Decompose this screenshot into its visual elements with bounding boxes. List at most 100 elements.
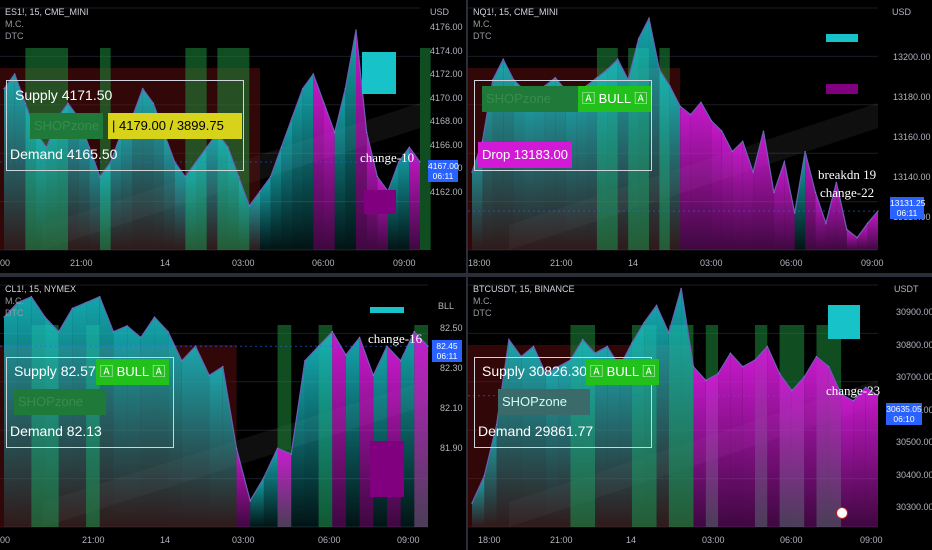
data-point bbox=[762, 130, 765, 132]
chart-canvas-cl[interactable] bbox=[0, 277, 466, 550]
area-segment bbox=[791, 377, 805, 527]
y-tick-label: 30800.00 bbox=[896, 339, 932, 350]
y-tick-label: 30700.00 bbox=[896, 372, 932, 382]
area-segment bbox=[732, 141, 743, 250]
x-tick-label: 03:00 bbox=[232, 535, 255, 545]
x-tick-label: 06:00 bbox=[312, 258, 335, 268]
area-segment bbox=[373, 346, 387, 527]
area-segment bbox=[773, 161, 785, 250]
x-tick-label: 21:00 bbox=[550, 535, 573, 545]
currency-unit: USDT bbox=[894, 284, 919, 294]
x-tick-label: 21:00 bbox=[82, 535, 105, 545]
data-point bbox=[791, 390, 793, 392]
zone-infobox bbox=[474, 80, 652, 171]
area-segment bbox=[263, 448, 278, 527]
data-point bbox=[235, 447, 238, 449]
area-segment bbox=[865, 387, 878, 527]
flag-icon[interactable] bbox=[836, 507, 848, 519]
data-point bbox=[248, 205, 250, 207]
x-tick-label: 09:00 bbox=[397, 535, 420, 545]
chart-panel-btc[interactable]: BTCUSDT, 15, BINANCE M.C. DTC USDT 30900.0… bbox=[468, 277, 932, 550]
supply-label: Supply 4171.50 bbox=[15, 87, 113, 103]
area-segment bbox=[313, 74, 324, 250]
area-segment bbox=[236, 448, 251, 527]
area-segment bbox=[291, 360, 305, 527]
x-tick-label: 09:00 bbox=[393, 258, 416, 268]
data-point bbox=[496, 424, 498, 426]
data-point bbox=[502, 58, 504, 60]
price-label: 82.45 06:11 bbox=[432, 340, 462, 362]
indicator-mc: M.C. bbox=[5, 19, 24, 29]
data-point bbox=[206, 146, 208, 148]
area-segment bbox=[168, 331, 182, 527]
data-point bbox=[655, 304, 658, 307]
area-segment bbox=[302, 74, 314, 250]
area-segment bbox=[277, 448, 292, 527]
data-point bbox=[648, 17, 650, 19]
data-point bbox=[3, 316, 5, 318]
data-point bbox=[263, 476, 265, 479]
supply-label: Supply 30826.30 bbox=[482, 363, 588, 379]
y-tick-label: 13140.00 bbox=[893, 172, 931, 182]
data-point bbox=[290, 453, 292, 455]
x-tick-label: 14 bbox=[626, 535, 637, 545]
chart-canvas-es[interactable] bbox=[0, 0, 466, 273]
data-point bbox=[778, 373, 781, 375]
currency-unit: USD bbox=[430, 7, 450, 17]
area-segment bbox=[334, 88, 346, 251]
area-segment bbox=[825, 182, 837, 250]
symbol-title: NQ1!, 15, CME_MINI bbox=[473, 7, 559, 17]
area-segment bbox=[841, 394, 854, 527]
area-segment bbox=[228, 147, 239, 250]
indicator-dtc: DTC bbox=[5, 31, 24, 41]
shopzone-tag: SHOPzone bbox=[30, 113, 104, 139]
data-point bbox=[208, 374, 210, 376]
bull-tag: 🄰 BULL 🄰 bbox=[586, 359, 660, 385]
data-point bbox=[376, 176, 378, 178]
data-point bbox=[46, 146, 48, 148]
area-segment bbox=[730, 353, 743, 527]
x-tick-label: 00 bbox=[0, 258, 11, 268]
bull-tag: 🄰 BULL 🄰 bbox=[96, 359, 170, 385]
chart-panel-nq[interactable]: NQ1!, 15, CME_MINI M.C. DTC USD 13200.00 13… bbox=[468, 0, 932, 273]
price-label: 13131.25 06:11 bbox=[890, 197, 926, 219]
area-segment bbox=[779, 373, 792, 527]
data-point bbox=[85, 301, 87, 304]
data-point bbox=[752, 171, 754, 173]
chart-canvas-btc[interactable] bbox=[468, 277, 932, 550]
data-point bbox=[658, 68, 660, 71]
area-segment bbox=[121, 118, 132, 250]
area-segment bbox=[25, 103, 36, 250]
data-point bbox=[766, 345, 768, 347]
area-segment bbox=[846, 229, 858, 250]
x-tick-label: 06:00 bbox=[780, 535, 803, 545]
bull-tag: 🄰 BULL 🄰 bbox=[578, 86, 652, 112]
data-point bbox=[742, 140, 744, 142]
chart-panel-cl[interactable]: CL1!, 15, NYMEX M.C. DTC BLL 82.50 82.30 82.… bbox=[0, 277, 466, 550]
zone-infobox bbox=[474, 357, 652, 448]
area-segment bbox=[409, 147, 420, 250]
area-segment bbox=[804, 356, 817, 527]
zone-infobox bbox=[6, 80, 244, 171]
purple-square bbox=[370, 441, 404, 497]
symbol-header: BTCUSDT, 15, BINANCE M.C. DTC bbox=[473, 283, 575, 319]
y-tick-label: 30900.00 bbox=[896, 307, 932, 317]
data-point bbox=[783, 161, 785, 163]
data-point bbox=[400, 360, 402, 362]
data-point bbox=[679, 105, 681, 108]
area-segment bbox=[767, 346, 780, 527]
shopzone-tag: SHOPzone bbox=[14, 389, 106, 415]
data-point bbox=[669, 85, 671, 87]
area-segment bbox=[100, 162, 111, 250]
area-segment bbox=[742, 141, 754, 250]
data-point bbox=[398, 161, 400, 163]
area-segment bbox=[398, 147, 410, 250]
chart-panel-es[interactable]: ES1!, 15, CME_MINI M.C. DTC USD 4176.00 417… bbox=[0, 0, 466, 273]
y-tick-label: 82.30 bbox=[440, 363, 463, 373]
area-segment bbox=[304, 346, 319, 527]
area-segment bbox=[805, 151, 816, 250]
area-segment bbox=[99, 296, 114, 527]
area-segment bbox=[595, 346, 608, 527]
area-segment bbox=[582, 339, 596, 527]
area-segment bbox=[668, 288, 682, 527]
